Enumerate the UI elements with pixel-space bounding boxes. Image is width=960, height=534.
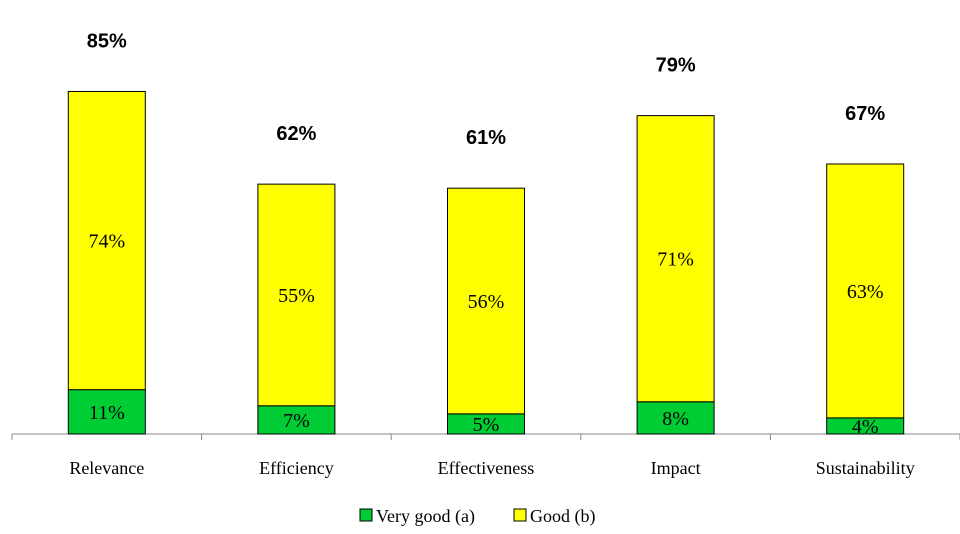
x-tick-label: Impact <box>651 458 701 478</box>
data-label-very-good: 8% <box>662 408 689 430</box>
x-tick-label: Efficiency <box>259 458 334 478</box>
bar-good <box>447 187 525 415</box>
data-label-good: 55% <box>278 285 315 307</box>
bar-very-good <box>67 389 146 435</box>
data-label-good: 71% <box>657 249 694 271</box>
x-tick-label: Sustainability <box>816 458 915 478</box>
bar-good <box>257 183 336 407</box>
total-label: 61% <box>466 127 506 149</box>
total-label: 67% <box>845 103 885 125</box>
total-label: 62% <box>276 123 316 145</box>
legend-swatch-good <box>513 508 527 522</box>
x-tick-label: Relevance <box>69 458 144 478</box>
data-label-good: 74% <box>88 231 125 253</box>
bar-good <box>67 90 146 391</box>
bar-very-good <box>636 401 715 435</box>
legend-label-good: Good (b) <box>530 506 596 527</box>
legend-swatch-very-good <box>359 508 373 522</box>
data-label-very-good: 4% <box>852 416 879 438</box>
total-label: 79% <box>656 55 696 77</box>
total-label: 85% <box>87 30 127 52</box>
bar-very-good <box>257 405 336 435</box>
data-label-very-good: 11% <box>89 402 125 424</box>
data-label-good: 63% <box>847 281 884 303</box>
legend-label-very-good: Very good (a) <box>376 506 475 527</box>
bar-good <box>826 163 905 419</box>
bar-good <box>636 115 715 403</box>
data-label-very-good: 7% <box>283 410 310 432</box>
data-label-good: 56% <box>468 291 505 313</box>
x-tick-label: Effectiveness <box>438 458 535 478</box>
data-label-very-good: 5% <box>473 414 500 436</box>
